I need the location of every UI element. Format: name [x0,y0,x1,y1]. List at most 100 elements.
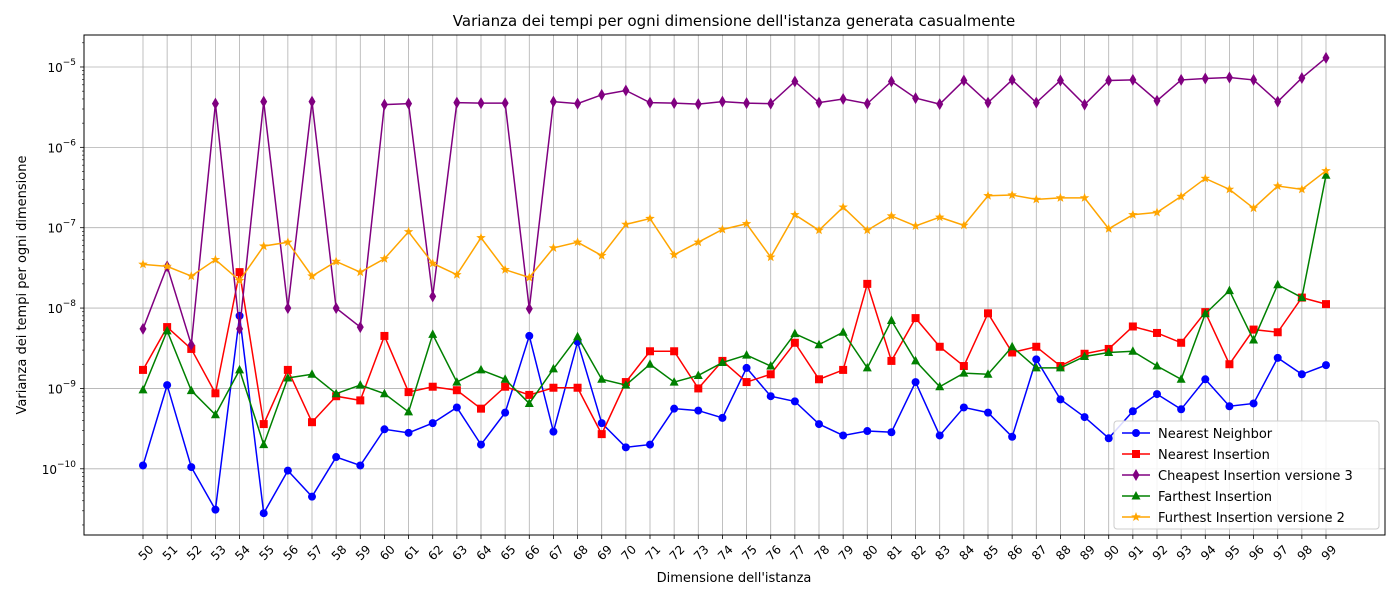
data-point [1128,209,1138,219]
data-point [743,97,751,110]
data-point [910,221,921,230]
data-point [1152,361,1162,370]
data-point [1081,98,1089,111]
x-tick-label: 55 [256,542,277,563]
legend-item: Furthest Insertion versione 2 [1122,511,1345,526]
data-point [1176,191,1186,201]
y-tick-label: 10−10 [42,460,77,477]
data-point [742,378,751,387]
data-point [1321,165,1331,175]
data-point [283,237,293,247]
data-point [1224,184,1235,194]
x-tick-label: 64 [474,542,495,563]
data-point [959,368,969,377]
y-tick-label: 10−9 [47,379,76,396]
series-line [142,175,1327,447]
data-point [162,325,172,335]
data-point [1153,328,1161,337]
data-point [405,97,413,110]
data-point [163,381,172,390]
data-point [549,95,557,108]
x-tick-label: 81 [884,542,905,563]
data-point [863,279,872,288]
data-point [1297,370,1306,379]
data-point [935,431,944,440]
data-point [1031,362,1041,372]
data-point [379,388,389,398]
data-point [1274,95,1282,108]
x-tick-label: 96 [1246,542,1267,563]
data-point [572,237,583,247]
data-point [911,355,921,365]
data-point [1056,395,1065,404]
data-point [646,347,654,356]
data-point [501,97,509,110]
data-point [332,302,340,315]
data-point [741,218,752,228]
legend-box [1113,420,1380,530]
x-tick-label: 93 [1174,542,1195,563]
x-tick-label: 89 [1077,542,1098,563]
data-point [211,389,220,398]
x-tick-label: 83 [932,542,953,563]
legend-marker [1132,450,1140,458]
x-tick-label: 72 [667,542,688,563]
data-point [573,331,583,341]
data-point [1129,73,1137,86]
x-tick-label: 56 [280,542,301,563]
data-point [863,427,872,436]
data-point [1249,399,1258,408]
data-point [308,418,316,427]
data-point [355,380,365,389]
data-point [1104,347,1114,356]
data-point [138,384,148,394]
legend-label: Nearest Neighbor [1158,427,1273,442]
data-point [886,315,896,325]
data-point [670,97,678,110]
data-point [476,232,486,242]
data-point [983,369,993,378]
x-tick-label: 92 [1150,542,1171,563]
data-point [767,97,775,110]
x-tick-label: 76 [763,542,784,563]
data-point [1297,292,1307,302]
data-point [960,74,968,87]
x-tick-label: 71 [643,542,664,563]
data-point [1008,73,1016,86]
data-point [548,363,558,373]
data-point [1298,71,1306,84]
series-line [142,315,1327,516]
data-point [1177,405,1186,414]
data-point [597,374,607,383]
data-point [404,388,413,397]
x-tick-label: 79 [836,542,857,563]
data-point [139,461,147,470]
x-tick-label: 74 [715,542,736,563]
data-point [959,220,969,230]
legend-label: Farthest Insertion [1158,490,1272,505]
data-point [1056,74,1064,87]
data-point [525,331,534,340]
data-point [1128,407,1137,416]
data-point [838,327,848,336]
data-point [331,256,341,266]
data-point [259,439,269,449]
data-point [742,363,751,372]
series-line [142,271,1327,436]
data-point [259,420,268,429]
data-point [1032,355,1041,364]
data-point [308,95,316,108]
data-point [1225,402,1234,411]
data-point [863,97,871,110]
data-point [1080,351,1090,360]
data-point [211,97,219,110]
x-tick-label: 67 [546,542,567,563]
data-point [912,92,920,105]
data-point [935,212,945,222]
data-point [1104,434,1113,443]
data-point [452,403,461,412]
data-point [1200,308,1210,318]
data-point [984,408,992,417]
data-point [1104,223,1114,233]
data-point [669,377,679,386]
